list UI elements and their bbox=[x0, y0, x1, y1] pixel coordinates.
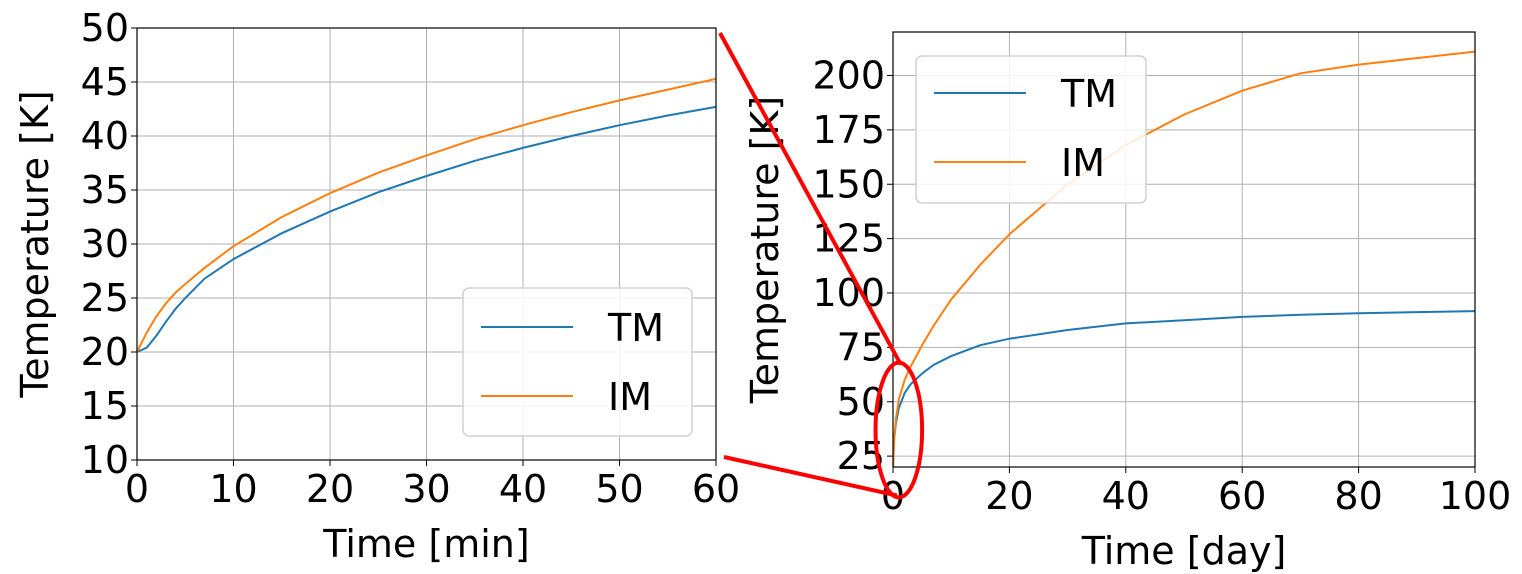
p1-y-axis-label: Temperature [K] bbox=[743, 96, 787, 404]
p1-series-line-im bbox=[893, 50, 1475, 467]
p0-x-axis-label: Time [min] bbox=[322, 522, 529, 566]
p1-legend-label-tm: TM bbox=[1060, 72, 1117, 116]
zoom-connector-bottom bbox=[723, 455, 898, 498]
p0-legend-box bbox=[462, 287, 693, 437]
p1-y-tick-label-200: 200 bbox=[812, 54, 885, 98]
p1-y-tick-label-75: 75 bbox=[837, 325, 885, 369]
p0-x-tick-label-0: 0 bbox=[125, 467, 149, 511]
zoom-indicator bbox=[718, 32, 925, 500]
p1-series-line-tm bbox=[893, 310, 1475, 467]
p1-legend: TM IM bbox=[915, 55, 1147, 204]
p1-x-tick-label-20: 20 bbox=[985, 474, 1033, 518]
p0-legend-label-im: IM bbox=[608, 375, 652, 419]
p0-y-tick-label-50: 50 bbox=[81, 6, 129, 50]
p0-y-tick-label-10: 10 bbox=[81, 438, 129, 482]
p0-legend-label-tm: TM bbox=[607, 306, 664, 350]
p1-x-axis-label: Time [day] bbox=[1081, 529, 1287, 573]
p0-y-tick-label-30: 30 bbox=[81, 222, 129, 266]
zoom-connector-top bbox=[718, 32, 903, 366]
p0-x-tick-label-60: 60 bbox=[692, 467, 740, 511]
p1-x-tick-label-60: 60 bbox=[1218, 474, 1266, 518]
right-panel-temperature-vs-days: 020406080100255075100125150175200Time [d… bbox=[743, 31, 1512, 573]
p1-legend-label-im: IM bbox=[1061, 141, 1105, 185]
p0-y-tick-label-35: 35 bbox=[81, 168, 129, 212]
p1-x-tick-label-100: 100 bbox=[1439, 474, 1512, 518]
p0-x-tick-label-40: 40 bbox=[499, 467, 547, 511]
p0-y-tick-label-45: 45 bbox=[81, 60, 129, 104]
p0-x-tick-label-50: 50 bbox=[595, 467, 643, 511]
p0-x-tick-label-30: 30 bbox=[402, 467, 450, 511]
p1-y-tick-label-175: 175 bbox=[812, 108, 885, 152]
p1-axes-frame bbox=[892, 31, 1476, 468]
p1-y-tick-label-100: 100 bbox=[812, 271, 885, 315]
p1-y-tick-label-150: 150 bbox=[812, 162, 885, 206]
p0-series-line-tm bbox=[137, 105, 716, 353]
p1-x-tick-label-80: 80 bbox=[1334, 474, 1382, 518]
p0-x-tick-label-20: 20 bbox=[306, 467, 354, 511]
p0-y-tick-label-25: 25 bbox=[81, 276, 129, 320]
p0-legend: TM IM bbox=[462, 287, 693, 437]
p0-y-tick-label-40: 40 bbox=[81, 114, 129, 158]
p1-x-tick-label-40: 40 bbox=[1102, 474, 1150, 518]
p0-y-tick-label-20: 20 bbox=[81, 330, 129, 374]
p0-y-axis-label: Temperature [K] bbox=[13, 90, 57, 398]
p0-x-tick-label-10: 10 bbox=[209, 467, 257, 511]
p0-series-line-im bbox=[137, 77, 716, 353]
p0-y-tick-label-15: 15 bbox=[81, 384, 129, 428]
